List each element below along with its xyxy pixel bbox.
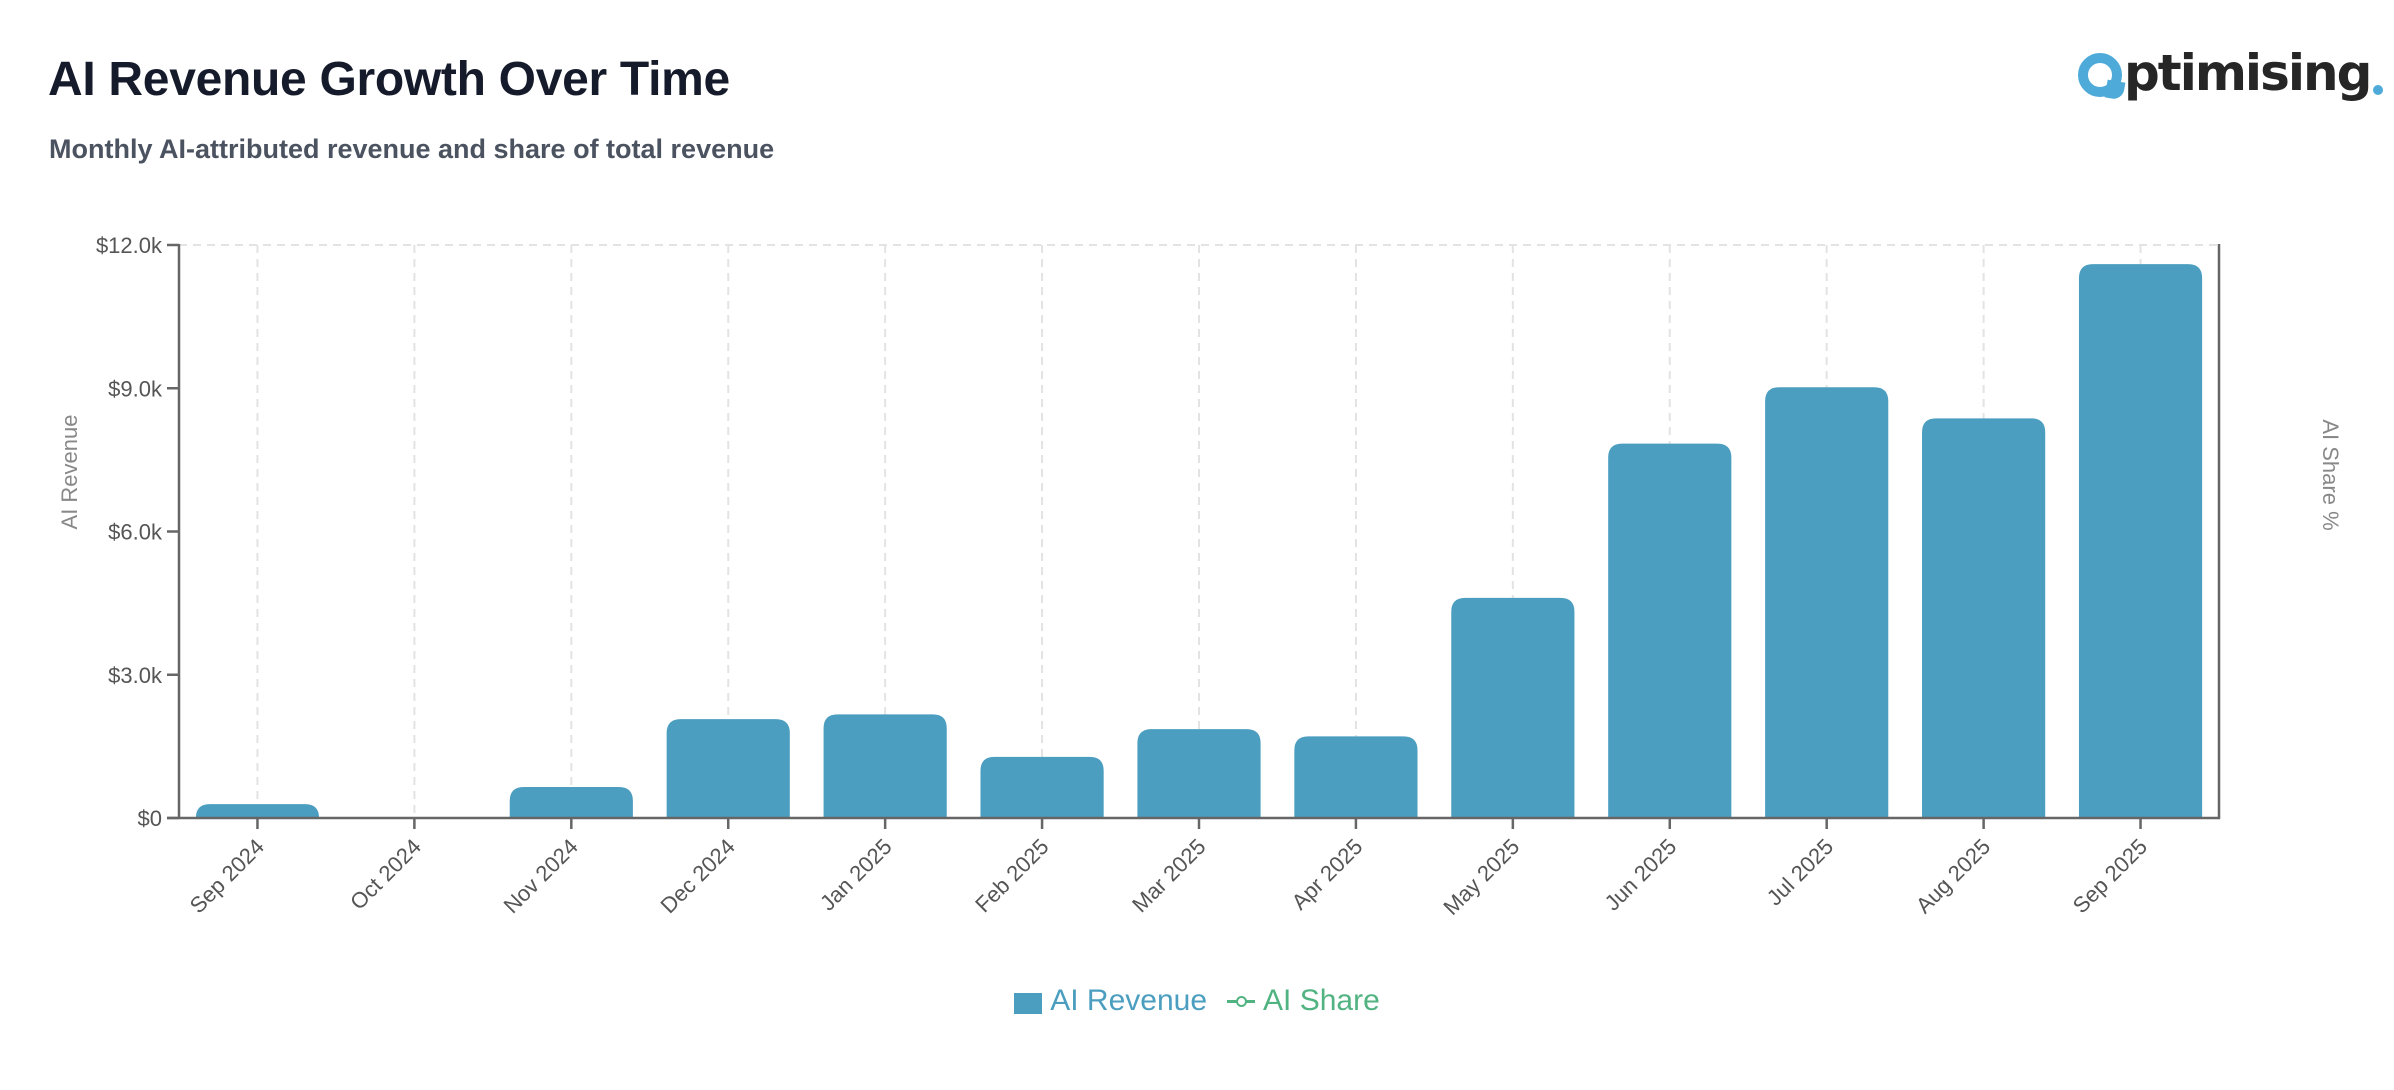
bar[interactable]	[1922, 418, 2046, 818]
bar[interactable]	[1451, 597, 1575, 818]
chart-subtitle: Monthly AI-attributed revenue and share …	[49, 134, 775, 164]
bar[interactable]	[1608, 443, 1732, 818]
y-axis-ticks: $0 $3.0k $6.0k $9.0k $12.0k	[96, 233, 179, 831]
logo-text: ptimising	[2124, 44, 2372, 102]
x-tick-label: Aug 2025	[1911, 834, 1995, 918]
bar-swatch-icon	[1014, 992, 1043, 1014]
y-axis-title-left: AI Revenue	[57, 414, 82, 530]
optimising-logo-icon	[2078, 53, 2122, 97]
x-tick-label: Jun 2025	[1600, 834, 1682, 916]
y-axis-title-right: AI Share %	[2318, 419, 2343, 531]
x-axis-ticks: Sep 2024 Oct 2024 Nov 2024 Dec 2024 Jan 2025…	[185, 818, 2152, 920]
x-tick-label: Nov 2024	[499, 834, 583, 918]
bar[interactable]	[2078, 264, 2203, 819]
x-tick-label: Jul 2025	[1762, 834, 1839, 911]
bar[interactable]	[1294, 736, 1418, 818]
y-tick-label: $3.0k	[108, 663, 163, 688]
bar[interactable]	[509, 786, 633, 818]
chart-title: AI Revenue Growth Over Time	[48, 53, 730, 106]
x-tick-label: Apr 2025	[1287, 834, 1368, 915]
bar[interactable]	[1765, 387, 1889, 818]
y-tick-label: $9.0k	[108, 376, 163, 401]
x-tick-label: Feb 2025	[970, 834, 1053, 917]
legend-item-ai-share[interactable]: AI Share	[1227, 984, 1380, 1018]
bar[interactable]	[980, 756, 1104, 818]
legend: AI Revenue AI Share	[0, 984, 2394, 1018]
line-marker-icon	[1227, 994, 1256, 1008]
x-tick-label: Jan 2025	[815, 834, 897, 916]
y-tick-label: $6.0k	[108, 520, 163, 545]
x-tick-label: Sep 2024	[185, 834, 269, 918]
legend-label: AI Revenue	[1050, 984, 1208, 1017]
legend-item-ai-revenue[interactable]: AI Revenue	[1014, 984, 1207, 1018]
bar[interactable]	[1137, 729, 1261, 818]
bars	[195, 264, 2203, 819]
legend-label: AI Share	[1263, 984, 1380, 1017]
bar[interactable]	[195, 804, 320, 818]
logo-dot-icon	[2373, 85, 2384, 95]
x-tick-label: Sep 2025	[2068, 834, 2152, 918]
x-tick-label: Oct 2024	[345, 834, 426, 915]
bar[interactable]	[823, 714, 947, 818]
optimising-logo: ptimising	[2078, 40, 2384, 110]
x-tick-label: May 2025	[1438, 834, 1524, 920]
y-tick-label: $0	[138, 806, 162, 831]
x-tick-label: Mar 2025	[1127, 834, 1210, 917]
y-tick-label: $12.0k	[96, 233, 163, 258]
x-tick-label: Dec 2024	[655, 834, 739, 918]
bar[interactable]	[666, 719, 790, 818]
